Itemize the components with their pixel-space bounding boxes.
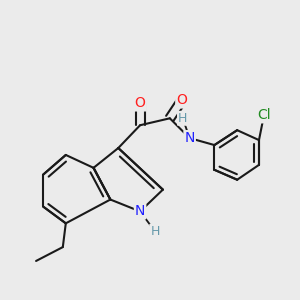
Text: N: N [184, 131, 195, 145]
Text: H: H [150, 225, 160, 238]
Text: O: O [176, 94, 187, 107]
Text: H: H [178, 112, 188, 125]
Text: Cl: Cl [257, 108, 271, 122]
Text: O: O [135, 96, 146, 110]
Text: N: N [135, 204, 145, 218]
